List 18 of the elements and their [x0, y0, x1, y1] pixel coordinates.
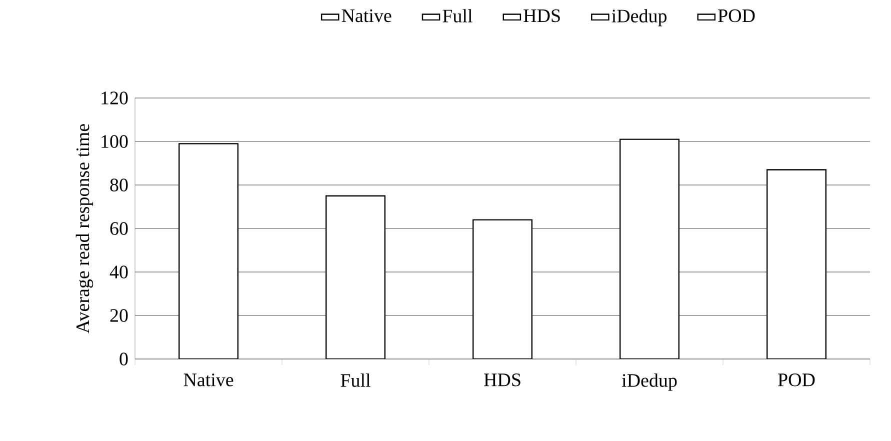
x-tick-label: Native	[184, 374, 234, 386]
y-tick-label: 60	[110, 222, 128, 235]
y-tick-label: 40	[110, 266, 128, 278]
x-tick-label: HDS	[484, 374, 520, 386]
legend-label: POD	[718, 9, 755, 22]
legend-label: Full	[442, 9, 472, 22]
legend-label: HDS	[524, 9, 560, 22]
y-tick-label: 120	[102, 92, 128, 104]
x-tick-label: Full	[340, 374, 370, 387]
y-tick-label: 20	[110, 309, 128, 322]
legend-label: iDedup	[612, 9, 667, 26]
y-tick-label: 100	[102, 135, 128, 148]
x-tick-label: iDedup	[622, 374, 677, 391]
y-tick-label: 80	[110, 178, 128, 192]
x-tick-label: POD	[778, 374, 815, 386]
legend-label: Native	[342, 9, 392, 22]
y-tick-label: 0	[120, 352, 128, 366]
y-axis-title: Average read response time	[76, 124, 94, 334]
